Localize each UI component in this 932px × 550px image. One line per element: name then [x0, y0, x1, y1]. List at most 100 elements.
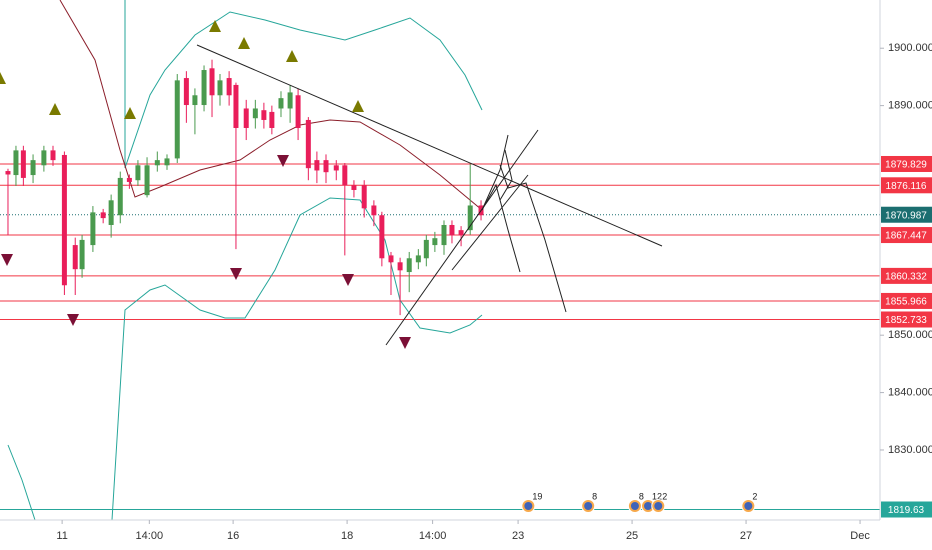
candle-body: [50, 150, 56, 161]
candle-body: [314, 160, 320, 171]
candle-body: [278, 98, 284, 109]
level-label: 1876.116: [886, 181, 927, 192]
candle-body: [388, 255, 394, 263]
axes: 1900.000 1890.000 1850.000 1840.000 1830.000…: [56, 42, 932, 542]
level-label: 1852.733: [885, 315, 927, 326]
level-label: 1855.966: [885, 297, 927, 308]
event-count: 12: [652, 491, 662, 501]
x-tick-label: 25: [626, 530, 638, 542]
level-label: 1860.332: [885, 272, 927, 283]
x-tick-label: 14:00: [136, 530, 164, 542]
arrow: [499, 164, 567, 313]
x-tick-label: 27: [740, 530, 752, 542]
candle-body: [243, 108, 249, 128]
event-count: 8: [592, 491, 597, 501]
x-tick-label: 18: [341, 530, 353, 542]
event-count: 19: [532, 491, 542, 501]
drawings: [196, 44, 663, 346]
candle-body: [371, 205, 377, 216]
candle-body: [72, 245, 78, 270]
level-label: 1867.447: [885, 231, 927, 242]
candle-body: [79, 239, 85, 270]
level-label: 1879.829: [885, 160, 927, 171]
y-tick-label: 1830.000: [888, 444, 932, 456]
level-label-box: [881, 311, 932, 328]
x-tick-label: Dec: [850, 530, 870, 542]
candle-body: [342, 165, 348, 186]
event-marker: 12: [641, 491, 662, 513]
candle-body: [305, 119, 311, 169]
candle-body: [209, 68, 215, 96]
candle-body: [467, 205, 473, 231]
candle-body: [449, 224, 455, 236]
bollinger-left: [7, 444, 36, 521]
candle-body: [90, 212, 96, 246]
event-icon-inner: [744, 502, 753, 510]
event-marker: 2: [741, 491, 757, 513]
arrow: [499, 149, 513, 201]
x-tick-label: 14:00: [419, 530, 447, 542]
candle-body: [333, 165, 339, 171]
support-line: [451, 174, 529, 271]
x-tick-label: 16: [227, 530, 239, 542]
candle-body: [201, 70, 207, 106]
event-icon-inner: [654, 502, 663, 510]
level-label: 1870.987: [885, 210, 927, 221]
event-marker: 19: [521, 491, 542, 513]
level-label-box: [881, 292, 932, 309]
level-label-box: [881, 206, 932, 223]
y-tick-label: 1900.000: [888, 42, 932, 54]
candle-body: [126, 177, 132, 182]
event-icon-inner: [524, 502, 533, 510]
candle-body: [135, 165, 141, 181]
candle-body: [441, 224, 447, 246]
candle-body: [144, 165, 150, 196]
candle-body: [458, 230, 464, 236]
arrow: [481, 134, 509, 211]
candle-body: [379, 215, 385, 259]
level-label-box: [881, 267, 932, 284]
event-count: 8: [639, 491, 644, 501]
indicators: [7, 0, 483, 521]
level-label-box: [881, 177, 932, 194]
candle-body: [423, 239, 429, 259]
candle-body: [406, 258, 412, 273]
level-label: 1819.63: [888, 505, 925, 516]
candle-body: [269, 111, 275, 128]
candle-body: [61, 154, 67, 286]
level-label-box: [881, 227, 932, 244]
event-marker: 2: [651, 491, 667, 513]
candle-body: [30, 160, 36, 176]
candle-body: [174, 80, 180, 159]
events: 19 8 8 12 2 2: [521, 491, 757, 513]
candle-body: [415, 255, 421, 263]
event-marker: 8: [627, 491, 644, 513]
candle-body: [432, 238, 438, 246]
event-count: 2: [752, 491, 757, 501]
level-label-box: [881, 501, 932, 518]
candle-body: [233, 84, 239, 128]
level-label-box: [881, 155, 932, 172]
candle-body: [226, 78, 232, 96]
support-line: [385, 129, 539, 346]
event-icon-inner: [584, 502, 593, 510]
x-tick-label: 11: [56, 530, 67, 542]
trend-line: [196, 44, 663, 247]
y-tick-label: 1850.000: [888, 329, 932, 341]
arrow: [481, 183, 521, 273]
candle-body: [100, 212, 106, 219]
candle-body: [217, 80, 223, 96]
candle-body: [361, 185, 367, 209]
candle-body: [41, 150, 47, 166]
candle-body: [252, 108, 258, 119]
candle-body: [261, 110, 267, 120]
y-tick-label: 1840.000: [888, 386, 932, 398]
candle-body: [183, 78, 189, 106]
bollinger-upper: [124, 0, 483, 169]
candle-body: [192, 95, 198, 106]
y-tick-label: 1890.000: [888, 100, 932, 112]
candle-body: [5, 171, 11, 175]
candle-body: [397, 262, 403, 271]
x-tick-label: 23: [512, 530, 524, 542]
bollinger-lower: [111, 197, 483, 521]
